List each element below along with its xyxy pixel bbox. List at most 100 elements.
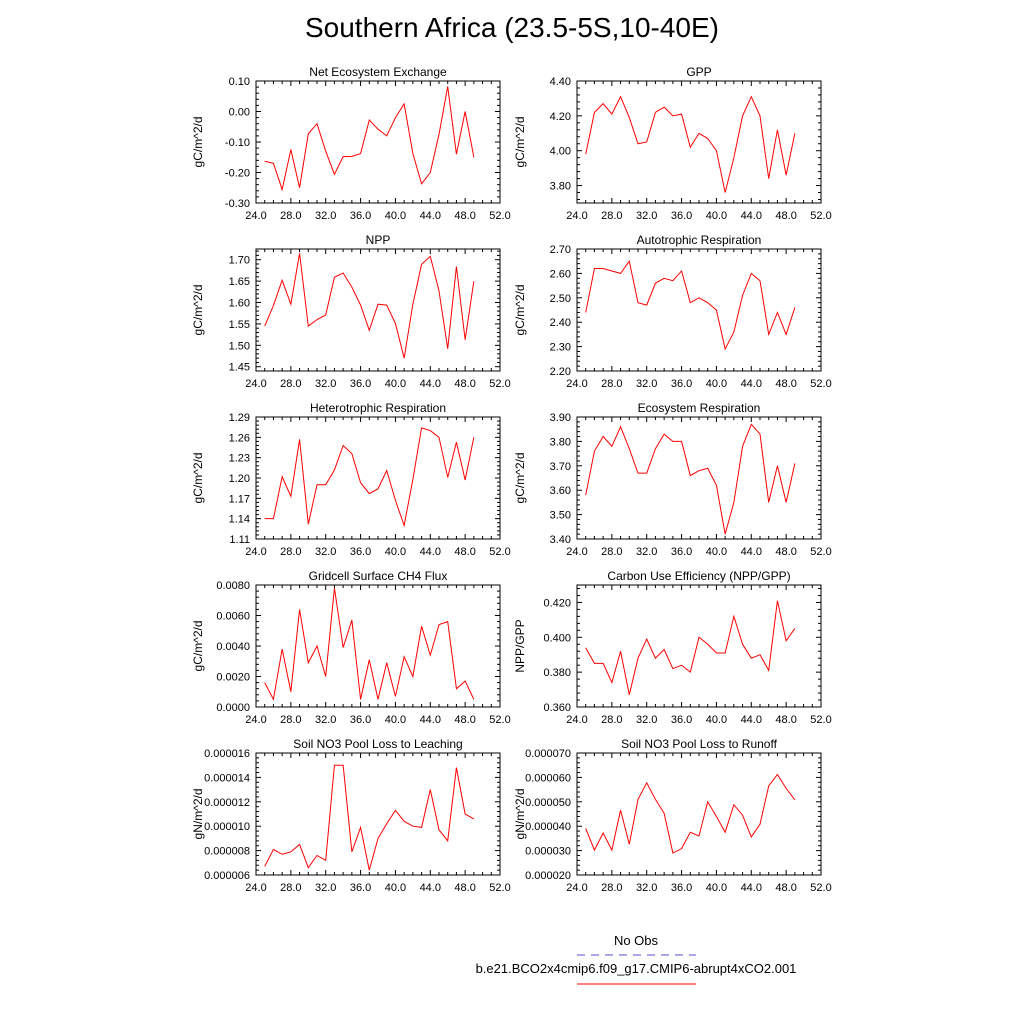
x-tick-label: 48.0 [775, 378, 796, 390]
x-tick-label: 24.0 [566, 378, 587, 390]
y-tick-label: 0.0080 [216, 580, 250, 592]
x-tick-label: 44.0 [741, 546, 762, 558]
x-tick-label: 36.0 [350, 546, 371, 558]
x-tick-label: 28.0 [601, 714, 622, 726]
panel-2: GPP gC/m^2/d 24.0 28.0 32.0 36.0 40.0 44.0 48.0 5… [513, 65, 832, 222]
series-line [264, 764, 475, 871]
plot-frame [576, 752, 822, 876]
y-tick-label: 3.90 [550, 412, 571, 424]
x-tick-label: 36.0 [671, 714, 692, 726]
panel-5: Heterotrophic Respiration gC/m^2/d 24.0 28.… [191, 401, 511, 558]
y-tick-label: -0.30 [225, 198, 250, 210]
x-tick-label: 48.0 [454, 210, 475, 222]
panel-title: Autotrophic Respiration [637, 233, 762, 247]
series-line [585, 95, 796, 193]
x-tick-label: 24.0 [245, 210, 266, 222]
x-tick-label: 44.0 [420, 546, 441, 558]
x-tick-label: 40.0 [706, 546, 727, 558]
x-tick-label: 24.0 [566, 882, 587, 894]
plot-frame [255, 584, 501, 708]
x-tick-label: 36.0 [671, 378, 692, 390]
y-tick-label: 0.000014 [204, 772, 250, 784]
y-tick-label: 2.50 [550, 293, 571, 305]
legend-label-model: b.e21.BCO2x4cmip6.f09_g17.CMIP6-abrupt4x… [476, 961, 797, 976]
y-tick-label: 0.000040 [525, 821, 571, 833]
legend: No Obs b.e21.BCO2x4cmip6.f09_g17.CMIP6-ab… [476, 933, 797, 985]
plot-frame [576, 248, 822, 372]
series-line [585, 259, 796, 351]
y-tick-label: 2.40 [550, 317, 571, 329]
x-tick-label: 40.0 [385, 882, 406, 894]
x-tick-label: 36.0 [671, 210, 692, 222]
y-axis-label: gC/m^2/d [191, 117, 205, 168]
y-tick-label: 4.00 [550, 146, 571, 158]
panel-title: Soil NO3 Pool Loss to Runoff [621, 737, 778, 751]
x-tick-label: 32.0 [636, 882, 657, 894]
y-axis-label: gC/m^2/d [513, 117, 527, 168]
x-tick-label: 32.0 [636, 210, 657, 222]
x-tick-label: 24.0 [245, 378, 266, 390]
x-tick-label: 28.0 [280, 210, 301, 222]
x-tick-label: 44.0 [741, 882, 762, 894]
x-tick-label: 36.0 [350, 714, 371, 726]
plot-frame [255, 248, 501, 372]
x-tick-label: 44.0 [420, 882, 441, 894]
y-tick-label: 4.40 [550, 76, 571, 88]
plot-frame [576, 80, 822, 204]
x-tick-label: 44.0 [741, 210, 762, 222]
y-tick-label: 2.20 [550, 366, 571, 378]
y-tick-label: 2.70 [550, 244, 571, 256]
x-tick-label: 36.0 [671, 546, 692, 558]
y-tick-label: 0.0040 [216, 641, 250, 653]
x-tick-label: 52.0 [489, 714, 510, 726]
plot-frame [255, 416, 501, 540]
x-tick-label: 28.0 [601, 378, 622, 390]
main-title: Southern Africa (23.5-5S,10-40E) [304, 12, 719, 43]
x-tick-label: 32.0 [315, 210, 336, 222]
y-tick-label: 0.000008 [204, 846, 250, 858]
panel-title: Gridcell Surface CH4 Flux [309, 569, 448, 583]
y-tick-label: 1.17 [229, 493, 250, 505]
y-tick-label: 1.14 [229, 514, 250, 526]
x-tick-label: 32.0 [315, 546, 336, 558]
panel-title: Carbon Use Efficiency (NPP/GPP) [607, 569, 790, 583]
x-tick-label: 36.0 [350, 378, 371, 390]
x-tick-label: 32.0 [636, 714, 657, 726]
y-tick-label: 0.000006 [204, 870, 250, 882]
plot-frame [576, 416, 822, 540]
series-line [585, 423, 796, 535]
y-tick-label: -0.10 [225, 137, 250, 149]
x-tick-label: 48.0 [454, 882, 475, 894]
y-tick-label: 0.000012 [204, 797, 250, 809]
x-tick-label: 28.0 [280, 546, 301, 558]
plot-frame [255, 80, 501, 204]
y-axis-label: gC/m^2/d [513, 285, 527, 336]
panel-title: Soil NO3 Pool Loss to Leaching [293, 737, 462, 751]
x-tick-label: 40.0 [706, 378, 727, 390]
y-tick-label: 0.000030 [525, 846, 571, 858]
panel-8: Carbon Use Efficiency (NPP/GPP) NPP/GPP 24… [513, 569, 832, 726]
x-tick-label: 24.0 [245, 546, 266, 558]
x-tick-label: 48.0 [454, 546, 475, 558]
y-tick-label: 0.420 [543, 597, 571, 609]
x-tick-label: 24.0 [566, 714, 587, 726]
x-tick-label: 28.0 [280, 378, 301, 390]
y-axis-label: gC/m^2/d [513, 453, 527, 504]
y-tick-label: 1.20 [229, 473, 250, 485]
y-tick-label: 0.0060 [216, 611, 250, 623]
y-axis-label: gC/m^2/d [191, 285, 205, 336]
y-tick-label: 3.40 [550, 534, 571, 546]
y-axis-label: gN/m^2/d [513, 789, 527, 840]
y-tick-label: 0.000016 [204, 748, 250, 760]
panel-title: GPP [686, 65, 711, 79]
y-tick-label: 0.0020 [216, 672, 250, 684]
x-tick-label: 32.0 [315, 714, 336, 726]
y-tick-label: 1.65 [229, 276, 250, 288]
x-tick-label: 40.0 [706, 210, 727, 222]
y-tick-label: 0.00 [229, 107, 250, 119]
y-tick-label: 1.60 [229, 298, 250, 310]
x-tick-label: 40.0 [385, 210, 406, 222]
x-tick-label: 40.0 [385, 714, 406, 726]
y-tick-label: 0.380 [543, 667, 571, 679]
